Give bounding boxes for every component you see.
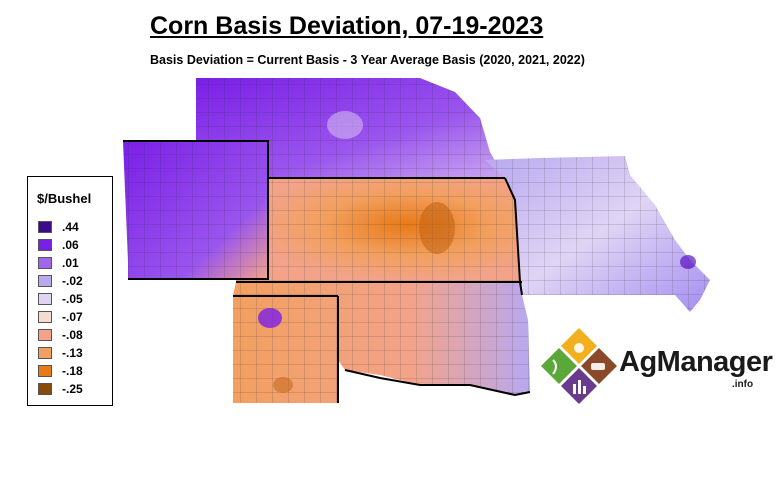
agmanager-logo: AgManager .info (539, 326, 773, 406)
legend-item: .01 (38, 255, 79, 271)
legend-item: .44 (38, 219, 79, 235)
legend-label: -.02 (62, 274, 83, 288)
logo-text: AgManager (619, 346, 773, 378)
legend-swatch (38, 311, 52, 323)
legend-item: -.18 (38, 363, 83, 379)
legend-item: -.08 (38, 327, 83, 343)
legend-label: -.25 (62, 382, 83, 396)
region-oklahoma (233, 282, 530, 403)
legend-swatch (38, 365, 52, 377)
legend-item: -.05 (38, 291, 83, 307)
map-title: Corn Basis Deviation, 07-19-2023 (150, 12, 544, 40)
legend-swatch (38, 293, 52, 305)
region-colorado (123, 141, 268, 279)
legend: $/Bushel .44 .06 .01 -.02 -.05 -.07 -.08… (27, 176, 113, 406)
legend-title: $/Bushel (37, 191, 92, 206)
legend-swatch (38, 383, 52, 395)
legend-label: .01 (62, 256, 79, 270)
legend-label: .06 (62, 238, 79, 252)
region-missouri (485, 156, 710, 312)
logo-suffix: .info (732, 379, 754, 390)
legend-swatch (38, 239, 52, 251)
legend-swatch (38, 347, 52, 359)
legend-label: -.13 (62, 346, 83, 360)
agmanager-logo-icon (541, 328, 617, 404)
legend-label: -.18 (62, 364, 83, 378)
legend-item: -.07 (38, 309, 83, 325)
legend-item: .06 (38, 237, 79, 253)
region-kansas (236, 178, 520, 282)
legend-label: -.08 (62, 328, 83, 342)
legend-item: -.25 (38, 381, 83, 397)
legend-label: -.05 (62, 292, 83, 306)
legend-label: -.07 (62, 310, 83, 324)
legend-swatch (38, 275, 52, 287)
legend-swatch (38, 257, 52, 269)
legend-item: -.02 (38, 273, 83, 289)
legend-swatch (38, 221, 52, 233)
legend-item: -.13 (38, 345, 83, 361)
legend-label: .44 (62, 220, 79, 234)
legend-swatch (38, 329, 52, 341)
map-subtitle: Basis Deviation = Current Basis - 3 Year… (150, 53, 585, 67)
